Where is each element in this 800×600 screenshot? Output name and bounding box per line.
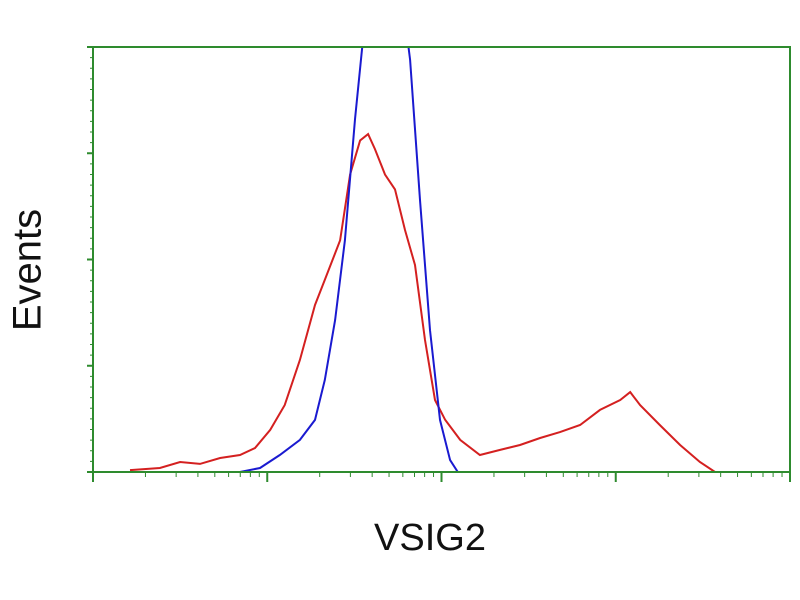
- histogram-line: [239, 47, 459, 472]
- plot-area: [129, 47, 716, 472]
- histogram-line: [129, 132, 716, 472]
- y-axis-label: Events: [6, 209, 50, 331]
- plot-frame: [92, 46, 791, 473]
- x-axis-label: VSIG2: [374, 517, 486, 559]
